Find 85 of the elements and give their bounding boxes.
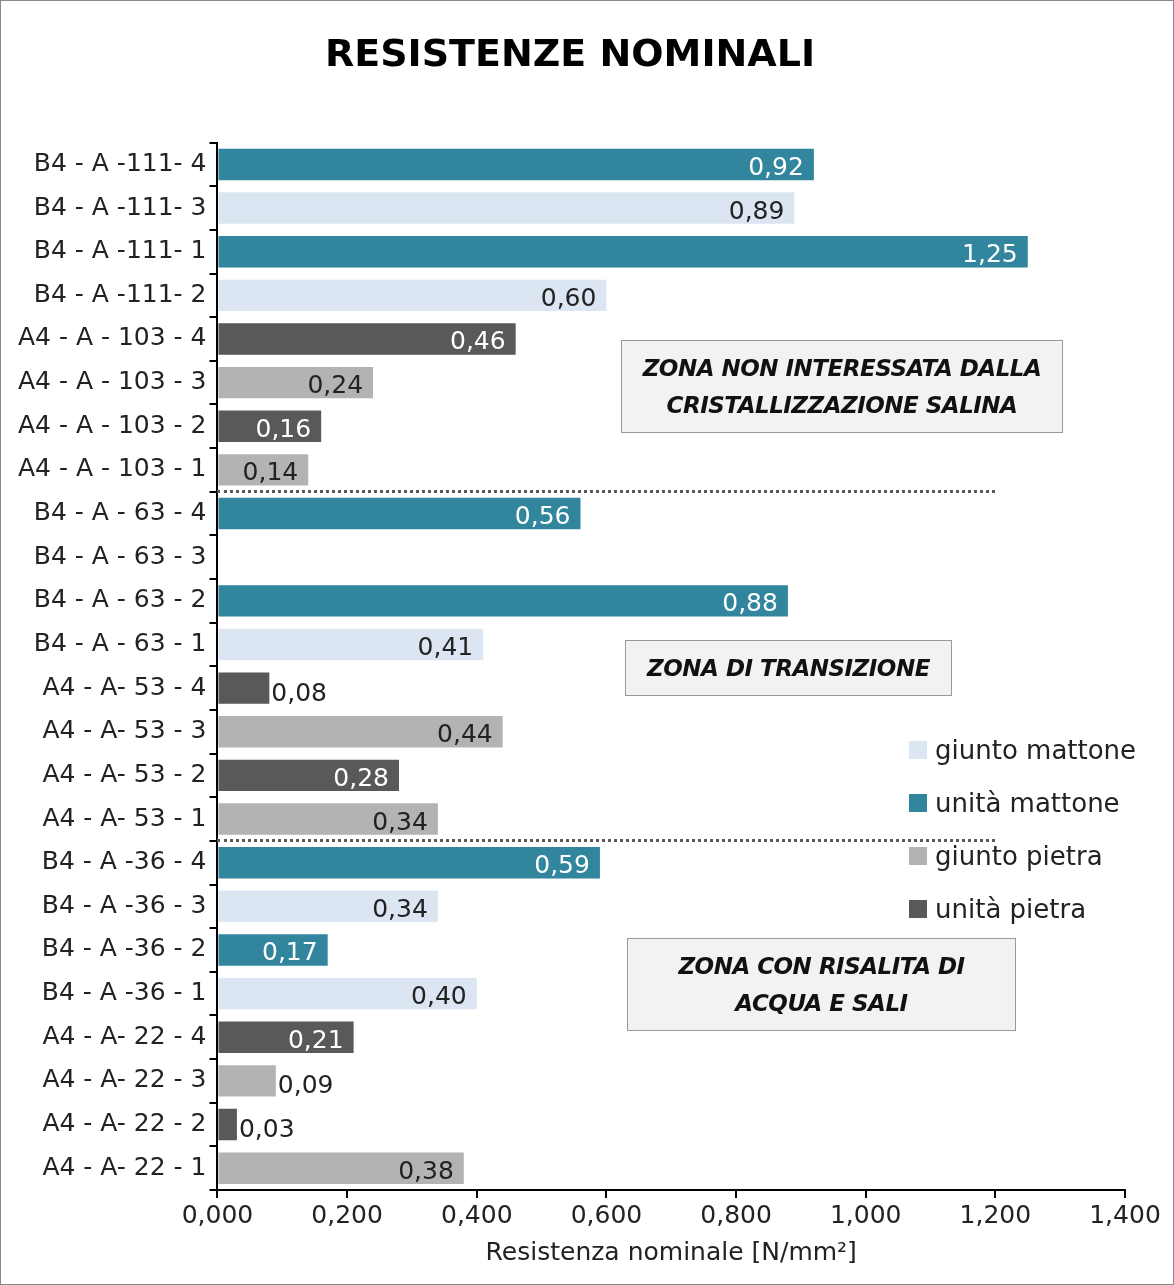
y-tick-label: B4 - A - 63 - 1 xyxy=(33,627,207,657)
data-label: 0,92 xyxy=(748,151,804,181)
y-tick-label: B4 - A - 63 - 3 xyxy=(33,540,207,570)
bar xyxy=(218,323,516,355)
bar xyxy=(218,1021,354,1053)
y-tick-label: B4 - A -111- 3 xyxy=(33,191,207,221)
y-tick-label: B4 - A -36 - 2 xyxy=(41,933,207,963)
bar xyxy=(218,279,607,312)
data-label: 0,59 xyxy=(534,850,590,880)
note-box: ZONA DI TRANSIZIONE xyxy=(625,640,952,696)
y-tick-label: B4 - A -36 - 3 xyxy=(41,889,207,919)
y-tick-label: A4 - A - 103 - 3 xyxy=(17,366,207,396)
y-tick-label: A4 - A- 53 - 4 xyxy=(42,671,207,701)
chart-title: RESISTENZE NOMINALI xyxy=(324,30,816,75)
bar xyxy=(218,759,399,792)
y-tick-label: A4 - A - 103 - 4 xyxy=(17,322,207,352)
data-label: 1,25 xyxy=(962,239,1018,269)
bar xyxy=(218,1152,464,1184)
bar xyxy=(218,366,374,399)
y-tick-label: A4 - A - 103 - 1 xyxy=(17,453,207,483)
data-label: 0,21 xyxy=(287,1024,344,1054)
bar xyxy=(218,148,814,181)
bar xyxy=(218,192,795,224)
y-tick-label: A4 - A- 53 - 2 xyxy=(42,758,207,788)
data-label: 0,60 xyxy=(540,282,597,312)
bar xyxy=(218,934,328,966)
y-tick-label: A4 - A- 53 - 3 xyxy=(42,715,207,745)
x-tick-label: 1,000 xyxy=(829,1199,902,1229)
data-label: 0,46 xyxy=(449,326,506,356)
y-tick-label: A4 - A- 22 - 3 xyxy=(42,1064,207,1094)
bar xyxy=(218,846,600,879)
bar xyxy=(218,235,1028,268)
y-tick-label: A4 - A- 22 - 1 xyxy=(42,1151,207,1181)
y-tick-label: B4 - A -111- 2 xyxy=(33,278,207,308)
note-box: ZONA NON INTERESSATA DALLA CRISTALLIZZAZIONE SALINA xyxy=(621,340,1063,433)
data-label: 0,41 xyxy=(417,631,474,661)
data-label: 0,40 xyxy=(411,981,467,1011)
y-tick-label: B4 - A -111- 4 xyxy=(33,147,207,177)
bar xyxy=(218,977,477,1010)
y-tick-label: B4 - A -111- 1 xyxy=(33,235,207,265)
y-tick-label: A4 - A- 53 - 1 xyxy=(42,802,207,832)
data-label: 0,34 xyxy=(372,893,428,923)
bar xyxy=(218,890,438,923)
data-label: 0,24 xyxy=(307,370,364,400)
data-label: 0,09 xyxy=(277,1070,334,1100)
x-tick-label: 0,000 xyxy=(181,1199,254,1229)
data-label: 0,03 xyxy=(238,1114,295,1144)
bar xyxy=(218,628,484,661)
data-label: 0,44 xyxy=(437,719,493,749)
y-tick-label: B4 - A - 63 - 4 xyxy=(33,497,207,527)
x-tick-label: 0,800 xyxy=(700,1199,772,1229)
x-tick-label: 1,400 xyxy=(1089,1199,1161,1229)
note-box: ZONA CON RISALITA DI ACQUA E SALI xyxy=(627,938,1016,1031)
y-tick-label: A4 - A- 22 - 2 xyxy=(42,1108,207,1138)
y-tick-label: A4 - A - 103 - 2 xyxy=(17,409,207,439)
y-tick-label: B4 - A - 63 - 2 xyxy=(33,584,207,614)
data-label: 0,14 xyxy=(242,457,299,487)
bar xyxy=(218,1108,237,1141)
bar xyxy=(218,716,503,748)
bar xyxy=(218,672,270,704)
data-label: 0,38 xyxy=(398,1155,454,1185)
data-label: 0,08 xyxy=(271,677,328,707)
data-label: 0,34 xyxy=(372,806,428,836)
data-label: 0,28 xyxy=(333,762,389,792)
y-tick-label: A4 - A- 22 - 4 xyxy=(42,1020,207,1050)
bar xyxy=(218,803,438,835)
legend-label: unità pietra xyxy=(934,892,1088,926)
x-tick-label: 1,200 xyxy=(959,1199,1032,1229)
x-tick-label: 0,200 xyxy=(311,1199,383,1229)
x-tick-label: 0,600 xyxy=(570,1199,643,1229)
data-label: 0,16 xyxy=(255,413,312,443)
y-tick-label: B4 - A -36 - 4 xyxy=(41,846,207,876)
x-axis-title: Resistenza nominale [N/mm²] xyxy=(485,1236,857,1266)
x-tick-label: 0,400 xyxy=(440,1199,513,1229)
data-label: 0,56 xyxy=(514,501,571,531)
y-tick-label: B4 - A -36 - 1 xyxy=(41,977,207,1007)
legend-label: unità mattone xyxy=(934,786,1121,820)
bar xyxy=(218,585,788,617)
legend-label: giunto mattone xyxy=(934,733,1137,767)
legend-label: giunto pietra xyxy=(934,839,1104,873)
bar xyxy=(218,497,581,530)
data-label: 0,88 xyxy=(722,588,778,618)
bar xyxy=(218,1065,276,1097)
data-label: 0,89 xyxy=(728,195,785,225)
data-label: 0,17 xyxy=(262,937,318,967)
